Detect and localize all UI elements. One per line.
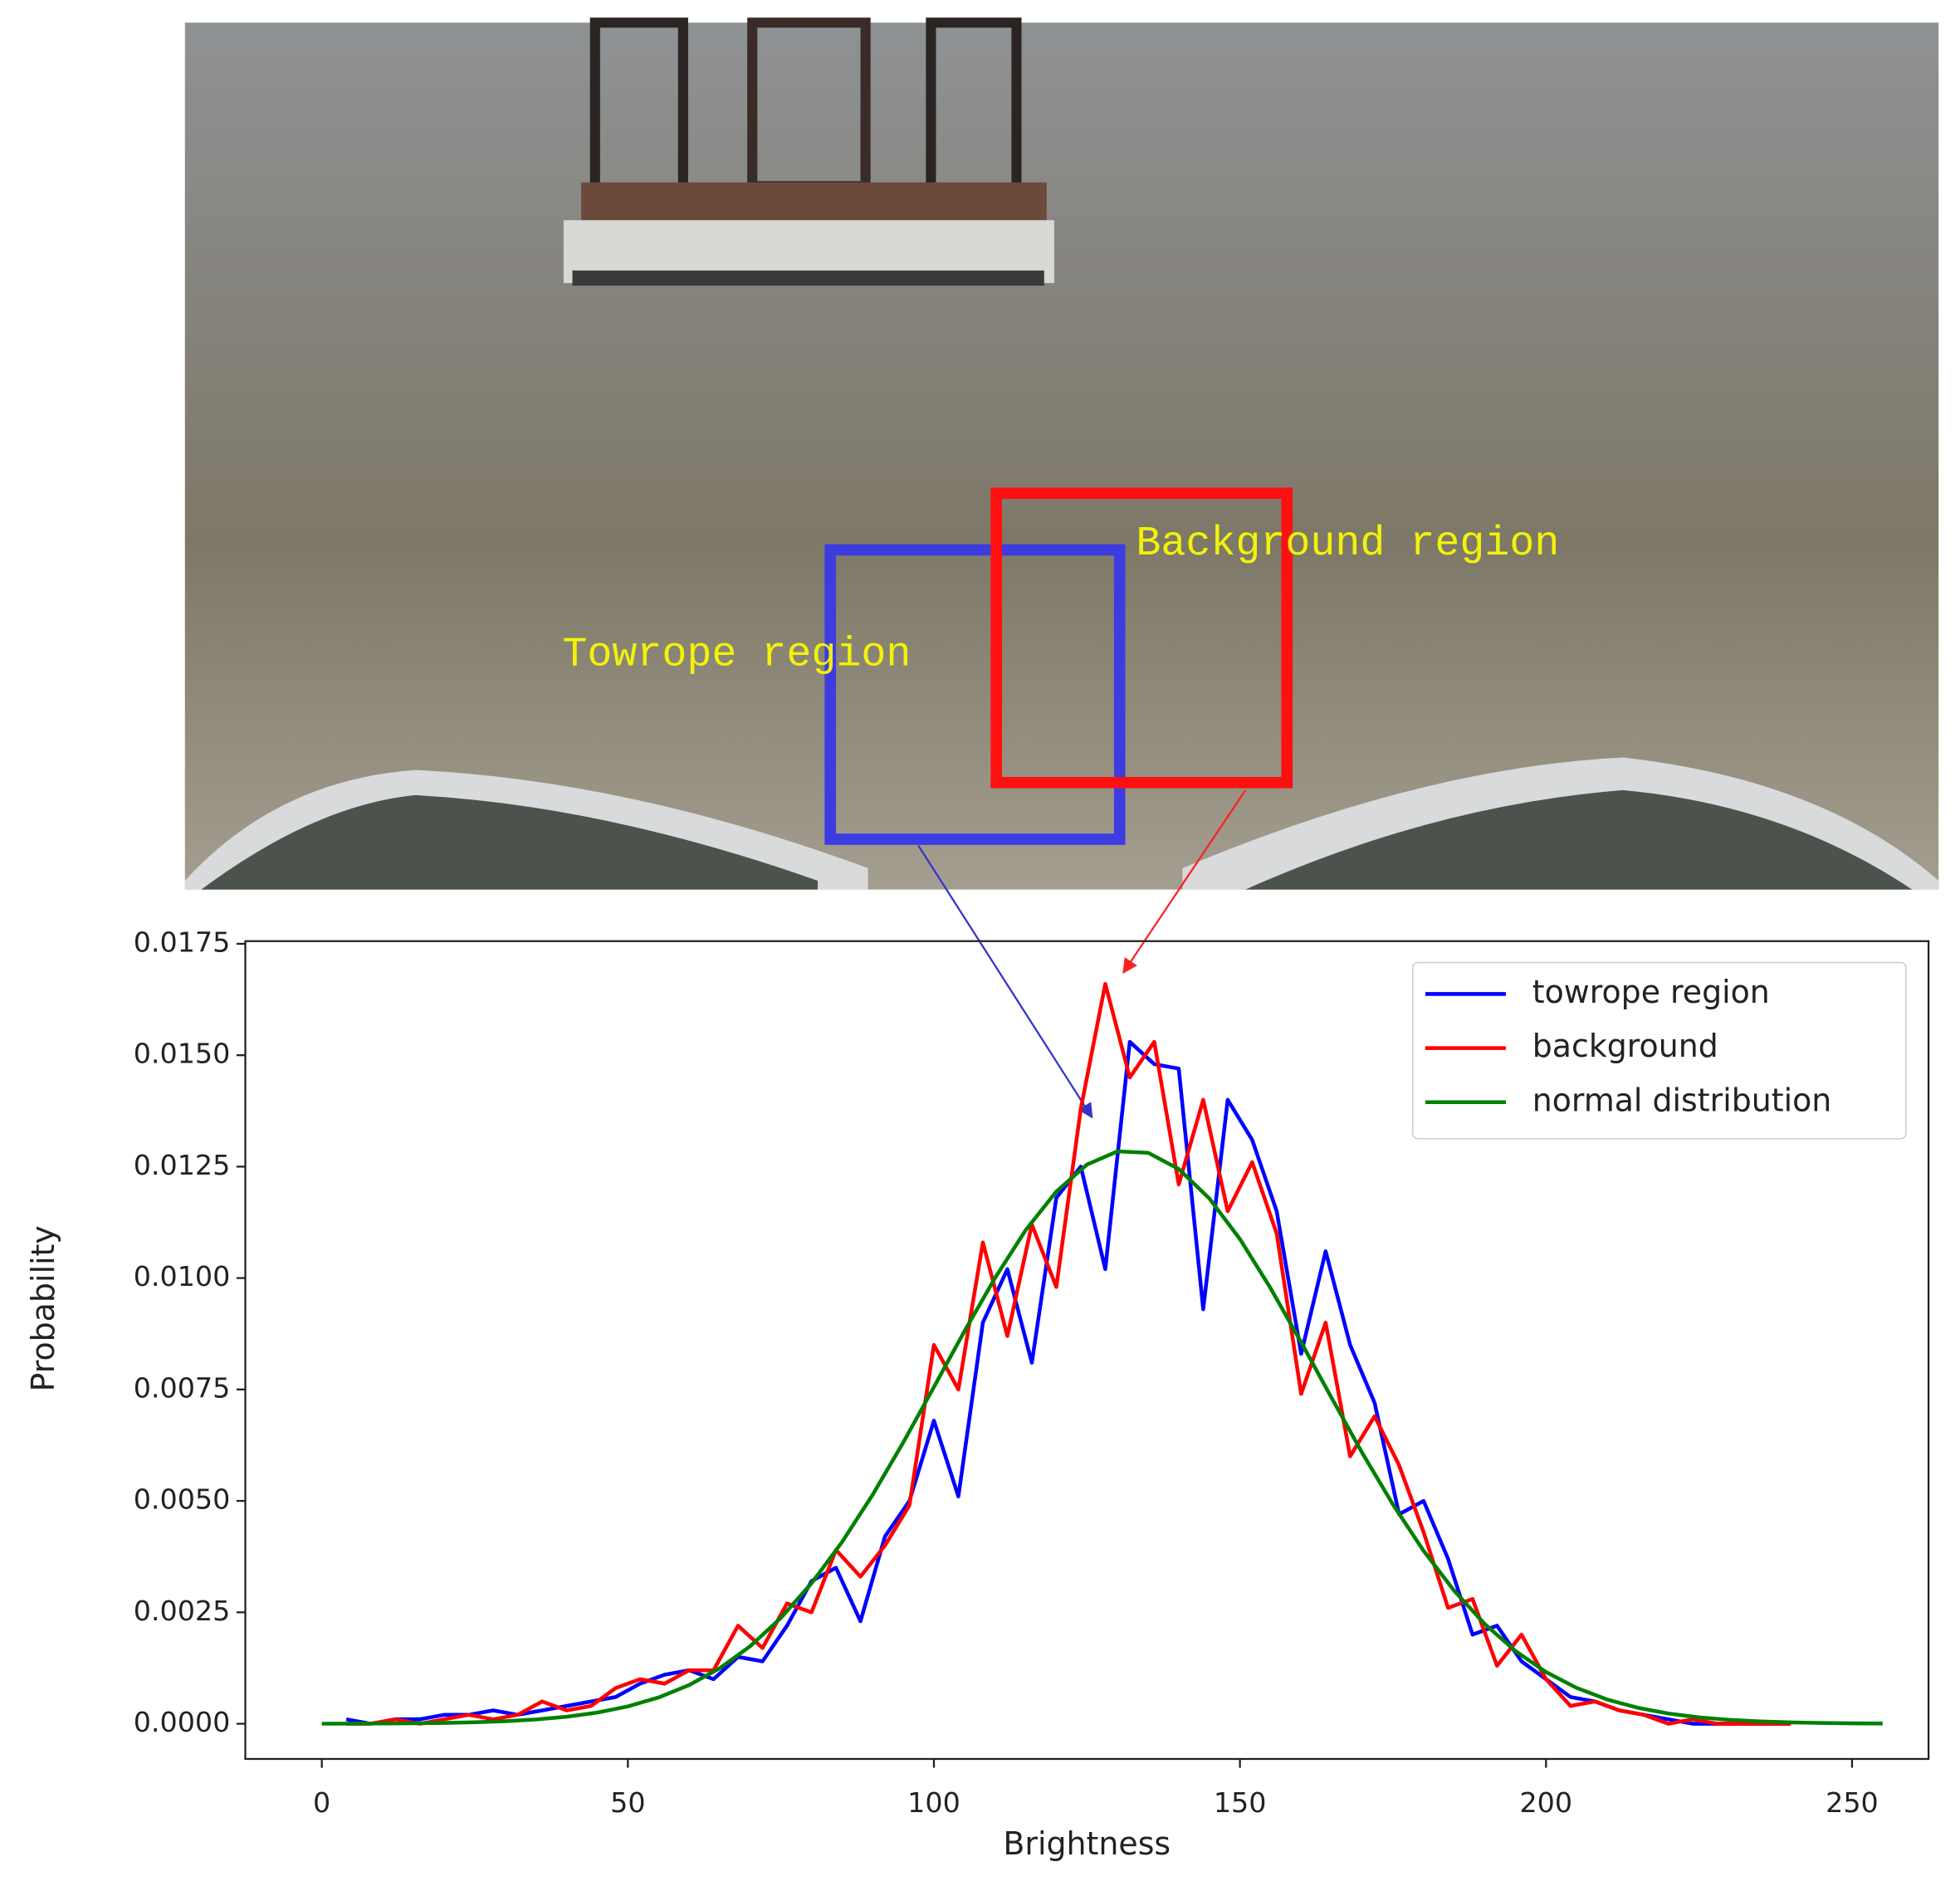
y-tick-label: 0.0000	[134, 1706, 231, 1738]
y-tick-label: 0.0100	[134, 1260, 231, 1292]
rig	[563, 17, 1054, 286]
y-tick-label: 0.0125	[134, 1149, 231, 1181]
photo: Towrope region Background region	[184, 17, 1939, 890]
arrow	[917, 844, 1093, 1119]
deck-right	[1245, 789, 1913, 890]
sea-sky	[184, 22, 1939, 890]
background-box	[990, 487, 1293, 789]
deck-left	[201, 794, 819, 890]
legend	[1412, 961, 1907, 1140]
x-tick-label: 250	[1826, 1786, 1879, 1819]
y-tick-label: 0.0075	[134, 1371, 231, 1404]
annotation: Towrope region	[562, 631, 911, 678]
towrope-box	[824, 544, 1126, 845]
plot: 0 50 100 150 200 250 0.0000 0.0025 0.0050 0.0075 0…	[134, 926, 1883, 1819]
series-line	[345, 1039, 1791, 1726]
annotation: Background region	[1136, 520, 1559, 568]
y-tick-label: 0.0050	[134, 1483, 231, 1516]
plot-frame	[244, 940, 1930, 1761]
x-tick-label: 150	[1214, 1786, 1267, 1819]
y-tick-label: 0.0175	[134, 926, 231, 958]
x-tick-label: 50	[610, 1786, 645, 1819]
legend-label: normal distribution	[1532, 1082, 1832, 1118]
series-line	[321, 1149, 1883, 1726]
legend-label: background	[1532, 1028, 1718, 1064]
legend-label: towrope region	[1532, 974, 1770, 1010]
y-tick-label: 0.0025	[134, 1595, 231, 1627]
legend-entries: towrope region background normal distribut…	[1425, 974, 1831, 1118]
x-tick-label: 0	[313, 1786, 330, 1819]
y-axis-label: Probability	[25, 1225, 61, 1391]
arrow	[1122, 789, 1247, 975]
x-tick-label: 200	[1519, 1786, 1572, 1819]
y-tick-label: 0.0150	[134, 1038, 231, 1070]
series-line	[346, 982, 1791, 1726]
x-tick-label: 100	[907, 1786, 960, 1819]
x-axis-label: Brightness	[1003, 1825, 1171, 1862]
